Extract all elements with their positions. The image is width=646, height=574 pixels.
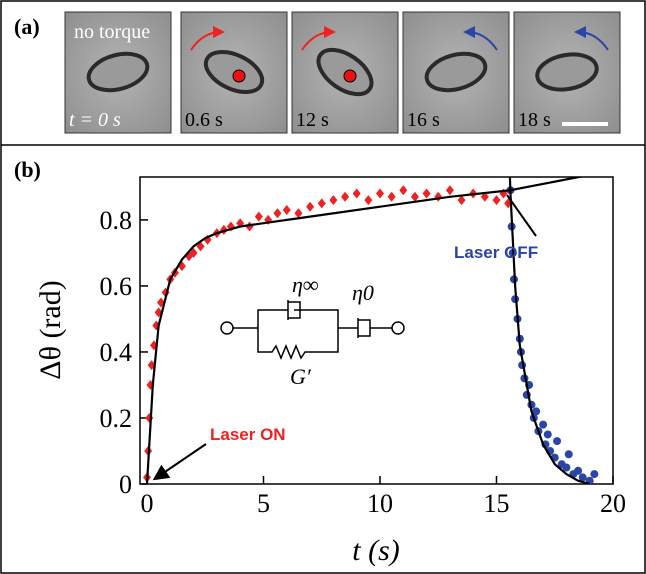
data-point — [317, 198, 326, 209]
data-point — [543, 430, 552, 439]
data-point — [434, 191, 443, 202]
data-point — [532, 407, 541, 416]
annotation-arrow — [506, 194, 537, 237]
data-point — [564, 450, 573, 459]
y-tick-label: 0.6 — [100, 272, 133, 301]
circuit-label: η∞ — [292, 272, 319, 297]
data-point — [273, 208, 282, 219]
circuit-label: η0 — [352, 280, 374, 305]
scale-bar — [562, 122, 608, 126]
data-point — [364, 195, 373, 206]
frame-time: 12 s — [296, 109, 329, 131]
rotation-arrow — [574, 26, 609, 51]
annotation-arrow — [152, 443, 207, 481]
data-point — [410, 191, 419, 202]
x-axis-label: t (s) — [352, 534, 400, 567]
x-tick-label: 10 — [367, 489, 393, 518]
y-tick-label: 0.2 — [100, 404, 133, 433]
panel-label: (a) — [14, 14, 40, 39]
frame-note: no torque — [74, 21, 150, 43]
data-point — [574, 466, 583, 475]
data-point — [254, 211, 263, 222]
data-point — [445, 185, 454, 196]
fit-line — [145, 189, 511, 484]
circuit-label: G′ — [290, 364, 312, 389]
particle — [535, 52, 599, 92]
rotation-arrow — [301, 26, 336, 51]
panel-label: (b) — [14, 157, 41, 182]
y-tick-label: 0 — [119, 470, 132, 499]
x-tick-label: 15 — [483, 489, 509, 518]
x-tick-label: 0 — [140, 489, 153, 518]
data-point — [422, 188, 431, 199]
series-group — [142, 177, 599, 484]
data-point — [492, 195, 501, 206]
frame-time: 18 s — [518, 109, 551, 131]
image-strip: t = 0 s 0.6 s 12 s 16 s 18 s — [64, 11, 621, 134]
data-point — [375, 188, 384, 199]
data-point — [562, 463, 571, 472]
fit-line — [510, 177, 585, 192]
annotation: Laser OFF — [454, 243, 538, 262]
particle — [86, 51, 150, 93]
y-tick-label: 0.4 — [100, 338, 133, 367]
particle — [424, 51, 488, 93]
data-point — [457, 195, 466, 206]
data-point — [539, 420, 548, 429]
circuit — [220, 300, 405, 360]
rotation-arrow — [190, 26, 225, 51]
frame-time: t = 0 s — [69, 109, 121, 131]
frame-time: 16 s — [407, 109, 440, 131]
spacer — [506, 192, 560, 226]
x-tick-label: 20 — [600, 489, 626, 518]
annotation: Laser ON — [210, 425, 286, 444]
data-point — [282, 205, 291, 216]
plot-area: 0 5 10 15 20 0 0.2 0.4 0.6 0.8 — [100, 177, 626, 518]
image-frame — [513, 11, 621, 134]
data-point — [553, 437, 562, 446]
x-tick-label: 5 — [257, 489, 270, 518]
data-point — [341, 191, 350, 202]
data-point — [578, 473, 587, 482]
data-point — [294, 208, 303, 219]
data-point — [387, 191, 396, 202]
data-point — [306, 201, 315, 212]
fit-line — [508, 177, 590, 484]
data-point — [189, 247, 198, 258]
data-point — [590, 470, 599, 479]
laser-spot — [343, 69, 357, 83]
data-point — [352, 188, 361, 199]
data-point — [399, 185, 408, 196]
y-axis-label: Δθ (rad) — [34, 280, 67, 379]
data-point — [585, 476, 594, 484]
rotation-arrow — [463, 26, 498, 51]
data-point — [329, 195, 338, 206]
y-tick-label: 0.8 — [100, 206, 133, 235]
frame-time: 0.6 s — [185, 109, 223, 131]
plot-frame — [139, 176, 614, 485]
laser-spot — [232, 69, 246, 83]
